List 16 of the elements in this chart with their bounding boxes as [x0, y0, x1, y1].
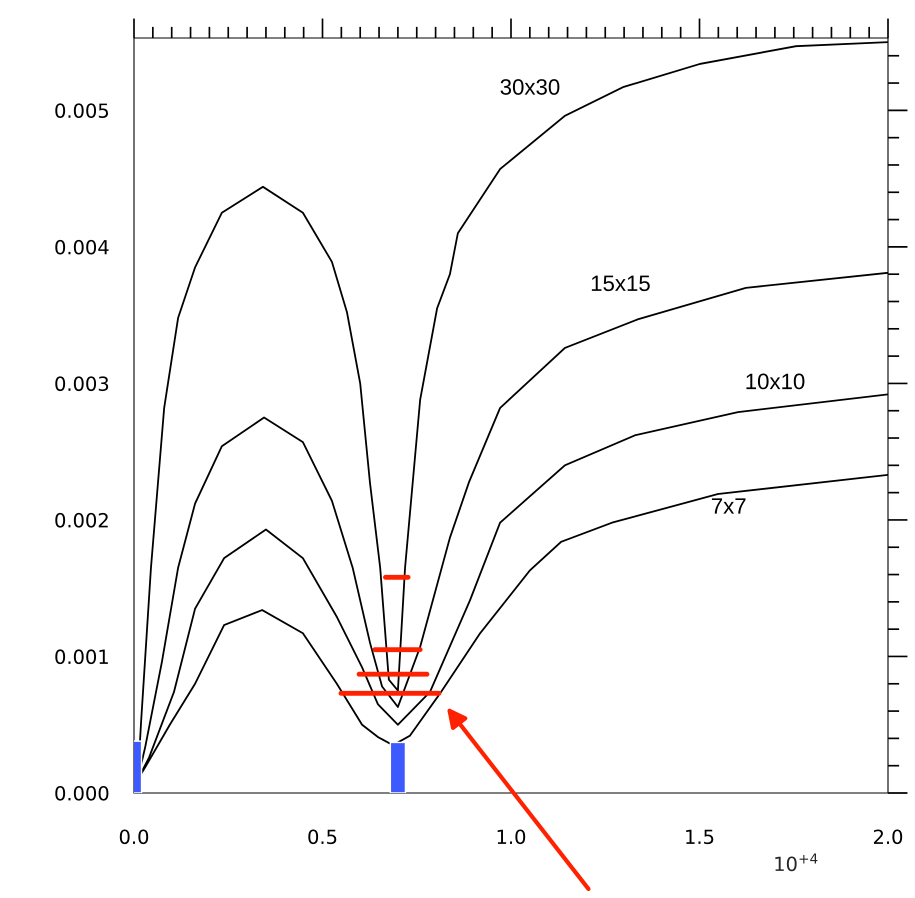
x-tick-label: 0.5 — [308, 829, 336, 844]
series-label: 15x15 — [592, 276, 650, 292]
y-tick-label: 0.000 — [55, 786, 108, 801]
series-label: 7x7 — [712, 498, 746, 514]
y-tick-label: 0.005 — [55, 103, 108, 118]
y-tick-label: 0.004 — [55, 240, 109, 255]
y-tick-label: 0.001 — [55, 649, 108, 664]
text: 10$^{+4}$ — [775, 854, 818, 872]
series-label: 10x10 — [746, 374, 804, 390]
series-label: 30x30 — [500, 79, 560, 95]
x-tick-label: 0.0 — [120, 829, 148, 844]
y-tick-label: 0.003 — [55, 376, 108, 392]
x-tick-label: 1.5 — [686, 830, 714, 844]
y-tick-label: 0.002 — [55, 512, 108, 528]
x-tick-label: 2.0 — [874, 829, 902, 844]
x-tick-label: 1.0 — [498, 829, 526, 844]
